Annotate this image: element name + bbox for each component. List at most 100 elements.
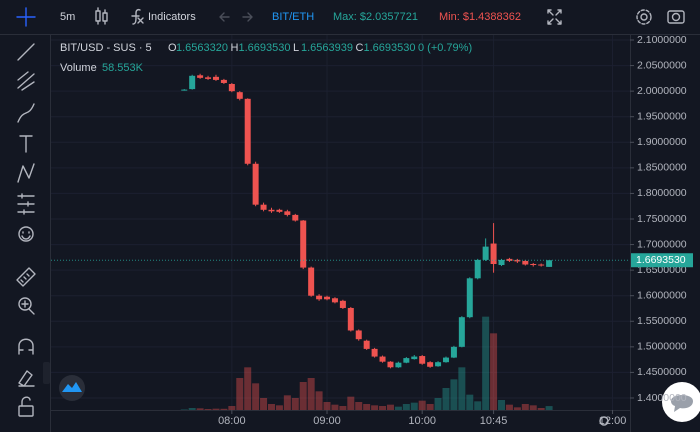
- volume-bar: [442, 388, 450, 410]
- candle-body: [276, 209, 283, 212]
- volume-bar: [402, 404, 410, 410]
- candle-body: [228, 83, 235, 92]
- candle-body: [403, 358, 410, 363]
- candle-body: [252, 163, 259, 205]
- volume-bar: [275, 405, 283, 410]
- y-tick-label: 1.5000000: [637, 341, 687, 353]
- ohlc-key: O: [168, 42, 177, 54]
- candle-body: [300, 220, 307, 268]
- fullscreen-icon[interactable]: [547, 9, 562, 25]
- candle-body: [538, 264, 545, 266]
- x-tick-label: 12:00: [599, 415, 627, 427]
- x-tick-label: 10:00: [408, 415, 436, 427]
- volume-bar: [498, 400, 506, 410]
- candle-body: [244, 98, 251, 164]
- change: 0 (+0.79%): [418, 42, 472, 54]
- volume-bar: [529, 405, 537, 410]
- y-tick-label: 1.5500000: [637, 315, 687, 327]
- candle-body: [181, 89, 188, 91]
- candle-body: [197, 75, 204, 78]
- y-tick-label: 2.0500000: [637, 59, 687, 71]
- volume-bar: [244, 367, 252, 410]
- settings-icon[interactable]: [636, 9, 652, 25]
- min-price: Min: $1.4388362: [439, 11, 521, 23]
- volume-bar: [505, 404, 513, 410]
- candle-body: [419, 356, 426, 364]
- volume-bar: [347, 396, 355, 410]
- pair[interactable]: BIT/ETH: [272, 11, 314, 23]
- volume-bar: [252, 383, 260, 410]
- volume-bar: [410, 402, 418, 410]
- volume-bar: [426, 404, 434, 410]
- candle-body: [435, 362, 442, 367]
- x-tick-label: 09:00: [313, 415, 341, 427]
- volume-bar: [283, 395, 291, 410]
- y-tick-label: 2.0000000: [637, 85, 687, 97]
- y-tick-label: 2.1000000: [637, 34, 687, 46]
- candle-body: [387, 361, 394, 368]
- chart-title: BIT/USD - SUS · 5: [60, 42, 152, 54]
- ohlc-key: L: [293, 42, 299, 54]
- volume-bar: [545, 406, 553, 410]
- candle-body: [260, 204, 267, 210]
- volume-bar: [180, 409, 188, 410]
- volume-bar: [339, 406, 347, 410]
- candle-body: [450, 346, 457, 358]
- chart-type-icon[interactable]: [95, 7, 108, 25]
- crosshair-logo[interactable]: [16, 7, 36, 27]
- indicators-icon[interactable]: [131, 8, 144, 25]
- candle-body: [324, 296, 331, 300]
- volume-bar: [474, 401, 482, 410]
- candle-body: [220, 79, 227, 83]
- time-settings-icon[interactable]: [599, 416, 609, 426]
- volume-bar: [228, 406, 236, 410]
- y-tick-label: 1.7500000: [637, 213, 687, 225]
- volume-bar: [355, 402, 363, 410]
- ohlc-key: C: [356, 42, 364, 54]
- volume-bar: [315, 391, 323, 410]
- volume-bar: [513, 407, 521, 410]
- y-tick-label: 1.8000000: [637, 187, 687, 199]
- volume-bar: [386, 404, 394, 410]
- candle-body: [371, 348, 378, 357]
- candle-body: [395, 362, 402, 368]
- snapshot-icon[interactable]: [667, 10, 685, 24]
- candle-body: [466, 278, 473, 318]
- candle-body: [379, 356, 386, 362]
- ohlc-value: 1.6563320: [176, 42, 228, 54]
- volume-bar: [482, 316, 490, 410]
- logo-mark: [62, 382, 82, 392]
- candle-body: [530, 263, 537, 266]
- candle-body: [347, 307, 354, 331]
- last-price-badge: [631, 253, 693, 268]
- candle-body: [339, 300, 346, 308]
- grid: [51, 35, 630, 410]
- y-tick-label: 1.6000000: [637, 289, 687, 301]
- undo-redo[interactable]: [219, 12, 253, 22]
- sidebar-collapse[interactable]: [43, 362, 50, 384]
- volume-bar: [418, 400, 426, 410]
- chat-icon: [671, 395, 693, 412]
- candle-body: [236, 92, 243, 99]
- candle-body: [205, 77, 212, 79]
- volume-bar: [291, 398, 299, 410]
- drawing-tools[interactable]: [16, 43, 36, 417]
- volume-bars: [180, 316, 553, 410]
- x-tick-label: 08:00: [218, 415, 246, 427]
- indicators-button[interactable]: Indicators: [148, 11, 196, 23]
- volume-bar: [331, 404, 339, 410]
- volume-bar: [307, 378, 315, 410]
- candle-body: [363, 340, 370, 349]
- interval[interactable]: 5m: [60, 11, 75, 23]
- candle-body: [506, 258, 513, 261]
- ohlc-value: 1.6693530: [239, 42, 291, 54]
- volume-bar: [521, 404, 529, 410]
- candle-body: [189, 75, 196, 90]
- y-tick-label: 1.8500000: [637, 162, 687, 174]
- candle-body: [411, 356, 418, 360]
- volume-bar: [490, 333, 498, 410]
- candle-body: [292, 214, 299, 221]
- y-tick-label: 1.7000000: [637, 238, 687, 250]
- last-price-label: 1.6693530: [636, 254, 686, 266]
